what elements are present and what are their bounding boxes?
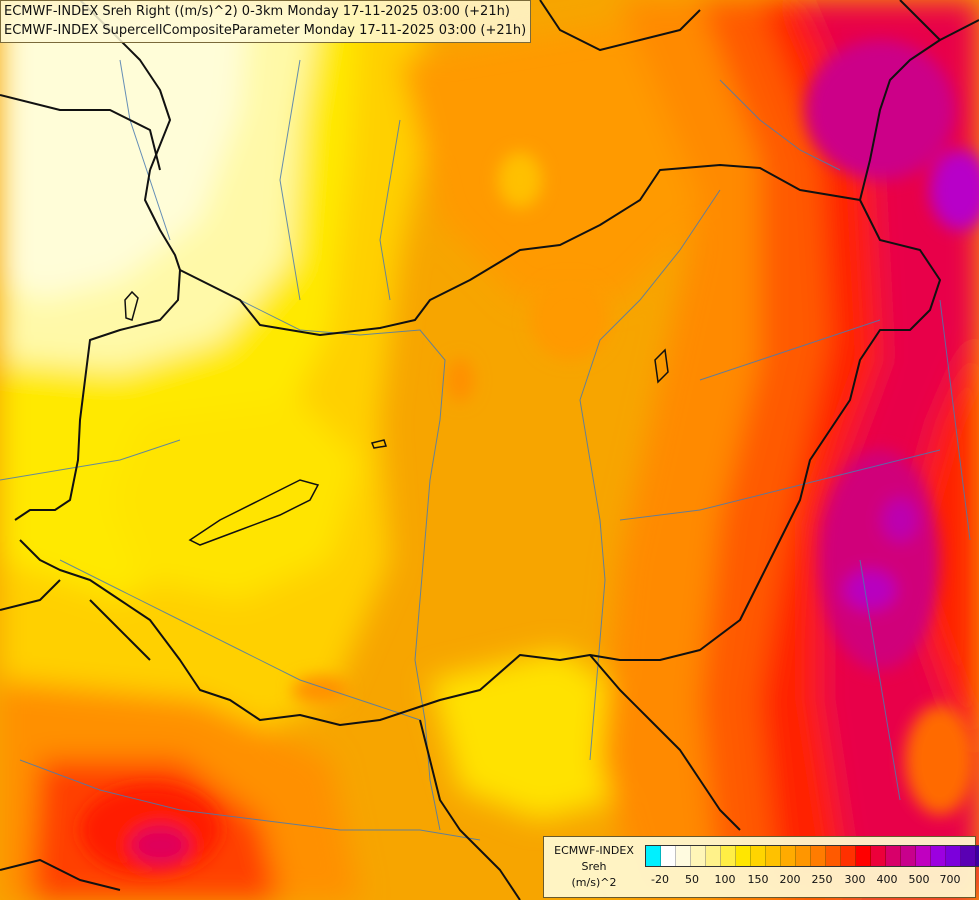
legend-swatch xyxy=(976,846,979,866)
lakes xyxy=(124,290,669,546)
legend-swatch xyxy=(766,846,781,866)
max-violet-ne xyxy=(930,150,979,230)
legend-swatch xyxy=(841,846,856,866)
legend-tick-label: 50 xyxy=(685,873,699,886)
river-mures xyxy=(619,449,941,521)
border-south xyxy=(0,859,121,891)
river-somes xyxy=(699,319,881,381)
river-morava xyxy=(119,59,171,241)
legend-swatch xyxy=(946,846,961,866)
legend-tick-label: -20 xyxy=(651,873,669,886)
river-drava xyxy=(59,559,421,721)
border-czech-slovakia xyxy=(0,94,161,171)
map-title-box: ECMWF-INDEX Sreh Right ((m/s)^2) 0-3km M… xyxy=(0,0,532,43)
legend-swatch xyxy=(781,846,796,866)
legend-swatch xyxy=(676,846,691,866)
lake-velence xyxy=(370,439,387,449)
legend-swatch xyxy=(961,846,976,866)
river-siret xyxy=(939,299,971,541)
lake-balaton xyxy=(188,479,320,546)
legend-swatch xyxy=(826,846,841,866)
max-crimson-sw xyxy=(130,825,190,865)
max-violet-east-2 xyxy=(882,498,918,542)
map-title-sreh: ECMWF-INDEX Sreh Right ((m/s)^2) 0-3km M… xyxy=(4,4,510,19)
legend-swatch xyxy=(916,846,931,866)
local-orange-1 xyxy=(446,358,474,402)
map-title-scp: ECMWF-INDEX SupercellCompositeParameter … xyxy=(4,23,527,38)
max-violet-east xyxy=(844,570,896,610)
legend-tick-label: 500 xyxy=(908,873,930,886)
legend-swatch xyxy=(691,846,706,866)
border-austria xyxy=(14,269,181,521)
legend-swatch xyxy=(811,846,826,866)
rivers xyxy=(0,59,971,841)
border-hungary xyxy=(19,164,941,726)
legend-tick-label: 300 xyxy=(844,873,866,886)
lake-tisza xyxy=(654,348,669,384)
border-sw xyxy=(0,579,151,661)
legend-unit: (m/s)^2 xyxy=(571,876,617,889)
legend-swatch xyxy=(856,846,871,866)
river-hron xyxy=(379,119,401,301)
local-orange-2 xyxy=(292,676,348,704)
legend-label: ECMWF-INDEX Sreh (m/s)^2 xyxy=(544,843,644,891)
contour-orange-north xyxy=(400,20,720,300)
river-west-1 xyxy=(0,439,181,481)
legend-tick-label: 700 xyxy=(939,873,961,886)
legend-tick-label: 100 xyxy=(714,873,736,886)
river-vah xyxy=(279,59,301,301)
border-poland xyxy=(539,0,701,51)
river-olt xyxy=(859,559,901,801)
local-orange-se xyxy=(905,705,975,815)
border-croatia-serbia xyxy=(419,719,521,900)
local-yellow-1 xyxy=(498,152,542,208)
legend-swatch xyxy=(871,846,886,866)
lake-neusiedl xyxy=(124,290,139,321)
contour-crimson-east xyxy=(800,0,979,900)
legend-tick-label: 150 xyxy=(747,873,769,886)
legend-parameter: Sreh xyxy=(581,860,607,873)
legend-swatch xyxy=(886,846,901,866)
legend-ticks: -20 50 100 150 200 250 300 400 500 700 xyxy=(645,873,967,889)
color-legend: ECMWF-INDEX Sreh (m/s)^2 -20 50 100 150 200 2… xyxy=(543,836,979,898)
river-danube xyxy=(179,269,446,831)
legend-swatch xyxy=(736,846,751,866)
river-east-1 xyxy=(719,79,841,171)
legend-model: ECMWF-INDEX xyxy=(554,844,634,857)
legend-swatch xyxy=(706,846,721,866)
legend-tick-label: 250 xyxy=(811,873,833,886)
contour-yellow-center xyxy=(110,400,360,600)
legend-swatch xyxy=(931,846,946,866)
max-magenta-east xyxy=(820,450,940,670)
legend-swatch xyxy=(901,846,916,866)
border-poland-ukraine xyxy=(899,0,941,41)
legend-swatch xyxy=(796,846,811,866)
contour-lightest-nw xyxy=(0,0,250,300)
legend-colorbar xyxy=(645,845,979,867)
river-sava xyxy=(19,759,481,841)
legend-tick-label: 200 xyxy=(779,873,801,886)
legend-swatch xyxy=(721,846,736,866)
local-orange-3 xyxy=(530,280,610,360)
border-romania-serbia xyxy=(589,654,741,831)
legend-tick-label: 400 xyxy=(876,873,898,886)
river-tisza xyxy=(579,189,721,761)
legend-swatch xyxy=(646,846,661,866)
contour-yellow-south xyxy=(430,650,640,820)
legend-swatch xyxy=(661,846,676,866)
legend-swatch xyxy=(751,846,766,866)
